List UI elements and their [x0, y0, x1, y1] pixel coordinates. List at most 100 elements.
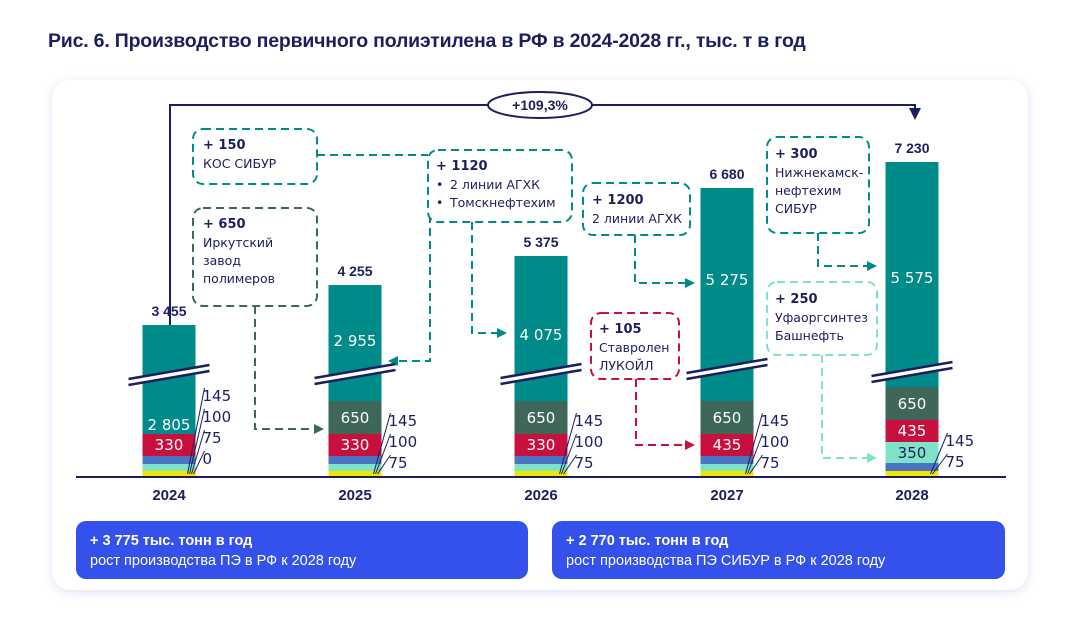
bar-segment-label: 435 — [898, 422, 927, 440]
bars-group: 330 2 805 3 455 2024 145 100 75 0 330 650 2 955 4 2… — [128, 140, 975, 504]
side-value-leader — [377, 454, 391, 475]
bar-segment-ufaorgsintez — [885, 442, 939, 463]
bar-segment-75 — [142, 471, 196, 476]
bar-segment-crimson — [142, 434, 196, 456]
annotation-bullet-text: Томскнефтехим — [450, 195, 556, 210]
bar-segment-75 — [885, 471, 939, 476]
connector-105-2027 — [635, 379, 695, 450]
axis-break-gap — [314, 364, 396, 384]
bar-total-label: 5 375 — [523, 234, 558, 250]
connector-650-2025 — [254, 306, 324, 434]
annotation-line: Башнефть — [775, 328, 844, 343]
bar-segment-label: 2 955 — [334, 332, 377, 350]
side-value-label: 145 — [575, 412, 604, 430]
bar-segment-145 — [514, 456, 568, 464]
annotation-line: СИБУР — [775, 201, 817, 216]
bar-segment-label: 5 575 — [891, 269, 934, 287]
bar-segment-irkutsk — [885, 387, 939, 420]
side-value-leader — [749, 454, 763, 475]
annotation-value: + 1120 — [436, 159, 488, 174]
side-value-leader — [187, 387, 205, 475]
annotation-bullet-text: 2 линии АГХК — [450, 177, 541, 192]
bar-segment-label: 650 — [713, 409, 742, 427]
side-value-leader — [932, 453, 948, 475]
side-value-leader — [189, 408, 205, 475]
side-value-leader — [373, 412, 391, 475]
bar-segment-label: 4 075 — [520, 326, 563, 344]
bar-segment-label: 650 — [898, 395, 927, 413]
side-value-label: 145 — [389, 412, 418, 430]
side-value-label: 75 — [946, 453, 965, 471]
bar-total-label: 4 255 — [337, 263, 372, 279]
side-value-leader — [191, 429, 205, 475]
bar-segment-145 — [328, 456, 382, 464]
annotation-line: нефтехим — [775, 183, 842, 198]
connector-1120-2026 — [471, 222, 507, 338]
axis-break-gap — [128, 365, 210, 385]
growth-badge: +109,3% — [512, 97, 568, 113]
bar-segment-100 — [514, 464, 568, 471]
axis-break-line — [871, 366, 953, 384]
annotation-value: + 150 — [203, 138, 246, 153]
bar-segment-irkutsk — [700, 401, 754, 434]
connector-1120-2025 — [388, 215, 431, 366]
bar-segment-crimson — [700, 434, 754, 456]
annotation-105: + 105 Ставролен ЛУКОЙЛ — [599, 321, 669, 375]
annotation-box-300 — [766, 136, 870, 234]
axis-break-gap — [500, 364, 582, 384]
annotation-value: + 105 — [599, 322, 642, 337]
bar-segment-label: 650 — [341, 409, 370, 427]
axis-break-line — [500, 362, 582, 380]
axis-break-line — [686, 357, 768, 375]
axis-break-gap — [686, 359, 768, 379]
x-tick-label: 2028 — [895, 487, 928, 504]
side-value-label: 145 — [761, 412, 790, 430]
x-tick-label: 2027 — [710, 487, 743, 504]
annotation-value: + 1200 — [592, 193, 644, 208]
annotation-line: Иркутский — [203, 235, 274, 250]
annotation-line: Уфаоргсинтез — [775, 310, 868, 325]
side-value-label: 100 — [203, 408, 232, 426]
summary-text: рост производства ПЭ в РФ к 2028 году — [90, 553, 357, 569]
bar-segment-75 — [328, 471, 382, 476]
connector-250-2028 — [821, 355, 877, 463]
axis-break-line — [314, 368, 396, 386]
annotation-value: + 250 — [775, 292, 818, 307]
side-value-label: 100 — [575, 433, 604, 451]
side-value-label: 145 — [203, 387, 232, 405]
side-value-leader — [375, 433, 391, 475]
axis-break-line — [871, 360, 953, 378]
bar-segment-label: 650 — [527, 409, 556, 427]
annotation-1120: + 1120 2 линии АГХК Томскнефтехим — [436, 158, 556, 212]
annotation-300: + 300 Нижнекамск- нефтехим СИБУР — [775, 146, 863, 218]
annotation-box-105 — [590, 312, 680, 380]
bar-segment-100 — [328, 464, 382, 471]
bar-segment-label: 5 275 — [706, 271, 749, 289]
annotation-250: + 250 Уфаоргсинтез Башнефть — [775, 291, 868, 345]
annotation-line: Нижнекамск- — [775, 165, 864, 180]
bar-segment-100 — [700, 464, 754, 471]
side-value-label: 100 — [389, 433, 418, 451]
growth-badge-ellipse — [487, 91, 593, 119]
bar-segment-crimson — [885, 420, 939, 442]
side-value-label: 145 — [946, 432, 975, 450]
side-value-leader — [193, 450, 205, 475]
annotation-line: завод — [203, 253, 241, 268]
axis-break-line — [686, 363, 768, 381]
summary-headline: + 2 770 тыс. тонн в год — [566, 533, 729, 549]
bar-segment-base — [885, 162, 939, 387]
chart-title: Рис. 6. Производство первичного полиэтил… — [48, 30, 806, 52]
bar-segment-irkutsk — [514, 401, 568, 434]
bar-segment-label: 2 805 — [148, 416, 191, 434]
summary-box-rf: + 3 775 тыс. тонн в год рост производств… — [76, 521, 528, 579]
summary-headline: + 3 775 тыс. тонн в год — [90, 533, 253, 549]
annotation-line: ЛУКОЙЛ — [599, 358, 654, 373]
axis-break-line — [314, 362, 396, 380]
side-value-leader — [563, 454, 577, 475]
axis-break-line — [128, 369, 210, 387]
annotation-bullet: Томскнефтехим — [436, 194, 556, 212]
annotation-150: + 150 КОС СИБУР — [203, 137, 276, 173]
summary-box-sibur: + 2 770 тыс. тонн в год рост производств… — [552, 521, 1005, 579]
bar-segment-label: 330 — [527, 436, 556, 454]
annotation-line: 2 линии АГХК — [592, 211, 683, 226]
